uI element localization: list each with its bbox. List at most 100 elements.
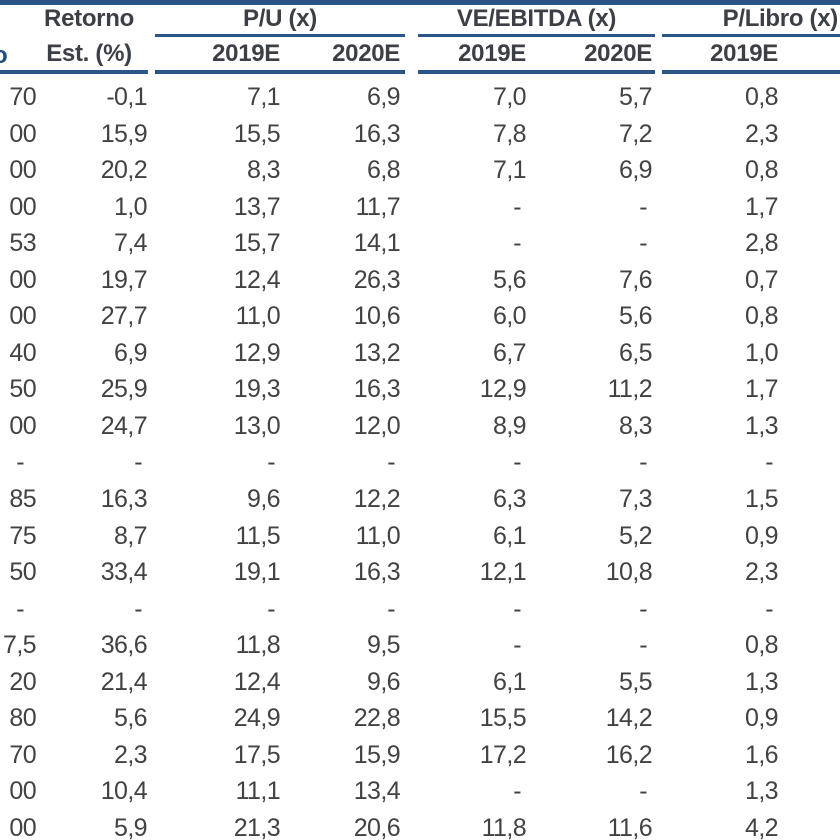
table-cell: 7,2	[619, 119, 653, 148]
table-cell: 19,7	[100, 265, 148, 294]
table-cell: 17,2	[479, 740, 527, 769]
table-cell: -	[513, 229, 521, 258]
table-cell: 4,2	[745, 813, 779, 840]
table-cell: 5,9	[114, 813, 148, 840]
table-cell: 1,7	[745, 192, 779, 221]
clipped-left-header-text: o	[0, 42, 8, 69]
group-header-plibro: P/Libro (x)	[722, 5, 839, 32]
group-header-ve-ebitda: VE/EBITDA (x)	[456, 5, 617, 32]
table-cell: 15,9	[100, 119, 148, 148]
table-cell: 14,1	[353, 229, 401, 258]
group-underline-plibro	[662, 34, 840, 37]
table-cell: 0,8	[745, 631, 779, 660]
table-cell: 11,0	[355, 521, 401, 550]
table-cell: 0,8	[745, 302, 779, 331]
table-row: 70 -0,1 7,1 6,9 7,0 5,7 0,8	[0, 79, 840, 116]
table-row: 70 2,3 17,5 15,9 17,2 16,2 1,6	[0, 737, 840, 774]
table-cell: -	[134, 594, 142, 623]
table-cell: -	[134, 448, 142, 477]
table-cell: 16,3	[353, 558, 401, 587]
subheader-ve-2020e: 2020E	[584, 40, 652, 67]
table-cell: 21,4	[100, 667, 148, 696]
table-cell: 7,4	[114, 229, 148, 258]
table-cell: 13,7	[233, 192, 281, 221]
table-cell: 19,3	[233, 375, 281, 404]
table-row: -------	[0, 444, 840, 481]
table-cell: 12,2	[353, 485, 401, 514]
table-cell: 1,0	[114, 192, 148, 221]
group-header-pu: P/U (x)	[243, 5, 317, 32]
table-cell: 7,0	[493, 83, 527, 111]
table-row: 85 16,3 9,6 12,2 6,3 7,3 1,5	[0, 481, 840, 518]
table-cell: 10,4	[100, 777, 148, 806]
table-cell: -	[639, 631, 647, 660]
table-cell: 00	[9, 813, 36, 840]
table-cell: -	[765, 448, 773, 477]
table-cell: 11,6	[607, 813, 653, 840]
table-cell: -	[639, 192, 647, 221]
table-cell: 50	[9, 375, 36, 404]
table-cell: 6,5	[619, 338, 653, 367]
table-cell: 11,2	[607, 375, 653, 404]
table-cell: 36,6	[100, 631, 148, 660]
table-cell: 0,8	[745, 156, 779, 185]
table-row: 75 8,7 11,5 11,0 6,1 5,2 0,9	[0, 518, 840, 555]
table-cell: 2,3	[114, 740, 148, 769]
table-cell: 15,9	[353, 740, 401, 769]
subheader-ve-2019e: 2019E	[458, 40, 526, 67]
table-cell: 00	[9, 302, 36, 331]
table-cell: 24,7	[100, 411, 148, 440]
table-cell: 6,8	[367, 156, 401, 185]
table-cell: 7,1	[493, 156, 527, 185]
column-header-retorno-line1: Retorno	[44, 5, 134, 32]
table-cell: 80	[9, 704, 36, 733]
table-cell: 75	[9, 521, 36, 550]
table-cell: 0,9	[745, 704, 779, 733]
table-cell: -	[639, 448, 647, 477]
table-cell: 8,7	[114, 521, 148, 550]
table-cell: 1,3	[745, 667, 779, 696]
table-cell: 15,5	[233, 119, 281, 148]
table-cell: 11,0	[235, 302, 281, 331]
table-cell: 6,3	[493, 485, 527, 514]
table-cell: 5,6	[619, 302, 653, 331]
table-row: 00 24,7 13,0 12,0 8,9 8,3 1,3	[0, 408, 840, 445]
table-top-border	[0, 0, 840, 5]
table-cell: 7,6	[619, 265, 653, 294]
table-cell: -0,1	[106, 83, 147, 111]
table-cell: -	[513, 594, 521, 623]
table-cell: 20,6	[353, 813, 401, 840]
table-cell: 1,3	[745, 777, 779, 806]
table-cell: -	[513, 448, 521, 477]
table-cell: 11,1	[235, 777, 281, 806]
table-cell: 70	[9, 740, 36, 769]
table-cell: 1,3	[745, 411, 779, 440]
table-cell: 13,4	[353, 777, 401, 806]
table-cell: -	[639, 594, 647, 623]
table-cell: 19,1	[233, 558, 281, 587]
header-bottom-border-ve	[418, 70, 655, 74]
table-cell: 10,6	[353, 302, 401, 331]
column-header-retorno-line2: Est. (%)	[46, 40, 132, 67]
table-cell: -	[387, 448, 395, 477]
table-cell: 00	[9, 119, 36, 148]
table-row: 80 5,6 24,9 22,8 15,5 14,2 0,9	[0, 700, 840, 737]
group-underline-ve-ebitda	[418, 34, 655, 37]
table-row: 00 20,2 8,3 6,8 7,1 6,9 0,8	[0, 152, 840, 189]
table-cell: 13,2	[353, 338, 401, 367]
table-cell: 40	[9, 338, 36, 367]
table-cell: 12,0	[353, 411, 401, 440]
table-cell: 20,2	[100, 156, 148, 185]
table-row: 53 7,4 15,7 14,1 - - 2,8	[0, 225, 840, 262]
table-cell: 22,8	[353, 704, 401, 733]
table-cell: 6,1	[493, 667, 527, 696]
table-cell: 12,4	[233, 265, 281, 294]
table-cell: 2,8	[745, 229, 779, 258]
table-cell: 27,7	[100, 302, 148, 331]
table-cell: 0,8	[745, 83, 779, 111]
table-cell: 00	[9, 777, 36, 806]
table-cell: 12,1	[479, 558, 527, 587]
table-cell: 00	[9, 411, 36, 440]
table-row: 50 33,4 19,1 16,3 12,1 10,8 2,3	[0, 554, 840, 591]
